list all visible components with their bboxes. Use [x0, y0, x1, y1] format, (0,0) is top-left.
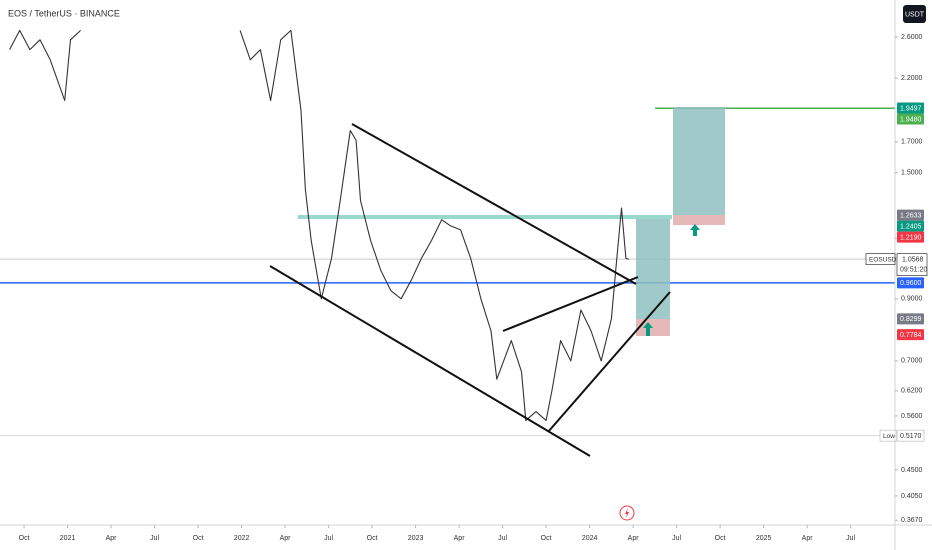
price-tag	[897, 220, 924, 232]
price-line	[9, 29, 629, 421]
trendline	[502, 276, 639, 332]
currency-label: USDT	[905, 11, 925, 18]
target-zone	[636, 219, 670, 319]
trendline	[547, 291, 671, 433]
low-price: 0.5170	[900, 433, 922, 440]
y-tick-label: 0.7000	[901, 358, 923, 365]
x-tick-label: 2022	[234, 535, 250, 542]
symbol-name: EOSUSDT	[869, 256, 900, 263]
arrow-up	[690, 224, 700, 236]
y-tick-label: 2.6000	[901, 34, 923, 41]
symbol-name-box	[865, 253, 896, 265]
price-tag-label: 0.9600	[900, 280, 922, 287]
y-tick-label: 0.4500	[901, 467, 923, 474]
x-tick-label: 2025	[756, 535, 772, 542]
symbol-price: 1.0568	[902, 257, 924, 264]
y-tick-label: 0.9000	[901, 296, 923, 303]
x-tick-label: Jul	[672, 535, 681, 542]
low-name-box	[879, 429, 897, 442]
price-tag-label: 1.9497	[900, 105, 922, 112]
price-tag-label: 0.7784	[900, 332, 922, 339]
countdown: 09:51:20	[900, 267, 927, 274]
price-tag	[897, 313, 924, 325]
x-tick-label: 2024	[582, 535, 598, 542]
stop-zone	[673, 215, 725, 225]
time-axis	[0, 525, 932, 550]
price-tag	[897, 102, 924, 114]
price-tag-label: 1.2405	[900, 223, 922, 230]
x-tick-label: Jul	[324, 535, 333, 542]
x-tick-label: Apr	[106, 535, 118, 542]
price-tag-label: 0.8299	[900, 316, 922, 323]
price-tag-label: 1.2633	[900, 212, 922, 219]
event-icon-glyph	[625, 508, 629, 518]
low-price-box	[896, 429, 925, 442]
price-tags: 1.9497 1.9480 1.2633 1.2405 1.2190 0.9600 0.82…	[865, 102, 928, 442]
x-tick-label: Oct	[367, 535, 378, 542]
arrow-up	[643, 322, 653, 336]
x-tick-label: Apr	[454, 535, 466, 542]
price-series	[9, 29, 629, 421]
y-tick-label: 2.2000	[901, 75, 923, 82]
x-tick-label: Apr	[280, 535, 292, 542]
x-tick-label: 2023	[408, 535, 424, 542]
x-tick-label: Oct	[715, 535, 726, 542]
currency-button[interactable]	[903, 5, 926, 23]
price-tag	[897, 329, 924, 341]
stop-zone	[636, 319, 670, 336]
y-tick-label: 1.5000	[901, 170, 923, 177]
y-tick-label: 0.5600	[901, 413, 923, 420]
price-tag	[897, 277, 924, 289]
low-name: Low	[883, 433, 895, 440]
trendline	[269, 265, 591, 457]
chart-title: EOS / TetherUS · BINANCE	[8, 8, 120, 18]
y-tick-label: 0.6200	[901, 388, 923, 395]
trendline	[351, 123, 637, 285]
ticks: 2.60002.20001.70001.50001.15000.90000.70…	[19, 34, 923, 542]
symbol-price-box	[896, 253, 928, 276]
x-tick-label: Jul	[150, 535, 159, 542]
y-tick-label: 0.3670	[901, 517, 923, 524]
price-tag-label: 1.9480	[900, 116, 922, 123]
x-tick-label: Oct	[541, 535, 552, 542]
x-tick-label: Oct	[19, 535, 30, 542]
y-tick-label: 1.7000	[901, 139, 923, 146]
y-tick-label: 0.4050	[901, 493, 923, 500]
x-tick-label: Apr	[802, 535, 814, 542]
price-tag	[897, 209, 924, 221]
price-tag	[897, 231, 924, 243]
price-tag	[897, 113, 924, 125]
x-tick-label: Jul	[846, 535, 855, 542]
target-zone	[673, 107, 725, 215]
x-tick-label: Jul	[498, 535, 507, 542]
x-tick-label: 2021	[60, 535, 76, 542]
x-tick-label: Oct	[193, 535, 204, 542]
trendlines	[269, 123, 671, 457]
price-tag-label: 1.2190	[900, 234, 922, 241]
resistance-band	[298, 215, 672, 219]
x-tick-label: Apr	[628, 535, 640, 542]
